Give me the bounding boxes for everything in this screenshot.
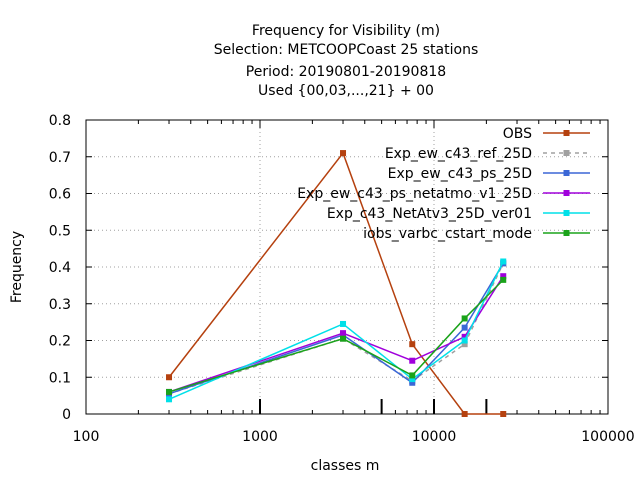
legend-label: Exp_ew_c43_ref_25D: [385, 146, 532, 162]
legend-label: Exp_ew_c43_ps_25D: [388, 166, 532, 182]
data-point: [340, 335, 347, 342]
y-tick-label: 0.1: [49, 370, 71, 386]
axis-ticks: 0 0.1 0.2 0.3 0.4 0.5 0.6 0.7 0.8 100 1000 10000 100…: [49, 113, 635, 445]
data-point: [166, 374, 173, 381]
series-4: [166, 258, 507, 403]
y-tick-label: 0.5: [49, 223, 71, 239]
title-line-4: Used {00,03,...,21} + 00: [258, 83, 434, 99]
legend-marker: [563, 210, 570, 216]
legend-entry-4: Exp_c43_NetAtv3_25D_ver01: [327, 206, 590, 222]
data-point: [409, 372, 416, 379]
legend-marker: [563, 190, 570, 196]
legend-label: iobs_varbc_cstart_mode: [363, 226, 532, 242]
legend-entry-0: OBS: [503, 126, 590, 142]
legend-label: Exp_ew_c43_ps_netatmo_v1_25D: [297, 186, 532, 202]
x-axis-label: classes m: [311, 458, 380, 474]
data-point: [500, 273, 507, 280]
x-tick-label: 1000: [242, 429, 278, 445]
data-point: [461, 411, 468, 417]
x-tick-label: 100: [73, 429, 100, 445]
data-point: [166, 396, 173, 403]
data-point: [409, 379, 416, 386]
data-point: [500, 258, 507, 265]
x-tick-label: 100000: [581, 429, 634, 445]
data-point: [461, 315, 468, 322]
series-line: [168, 275, 504, 393]
data-point: [166, 388, 173, 395]
y-tick-label: 0: [62, 407, 71, 423]
legend: OBS Exp_ew_c43_ref_25D Exp_ew_c43_ps_25D Ex…: [297, 126, 590, 242]
data-point: [461, 341, 468, 348]
data-point: [340, 150, 347, 157]
x-tick-label: 10000: [412, 429, 457, 445]
series-0: [166, 150, 507, 417]
class-markers: [259, 399, 488, 414]
legend-label: Exp_c43_NetAtv3_25D_ver01: [327, 206, 532, 222]
data-point: [461, 324, 468, 331]
y-tick-label: 0.8: [49, 113, 71, 129]
data-point: [500, 276, 507, 283]
y-tick-label: 0.4: [49, 260, 71, 276]
title-line-1: Frequency for Visibility (m): [252, 23, 440, 39]
series-5: [166, 276, 507, 395]
legend-entry-1: Exp_ew_c43_ref_25D: [385, 146, 590, 162]
y-tick-label: 0.7: [49, 150, 71, 166]
y-tick-label: 0.2: [49, 334, 71, 350]
series-layer: [166, 150, 507, 417]
data-point: [409, 376, 416, 383]
data-point: [409, 341, 416, 348]
data-point: [340, 320, 347, 327]
data-point: [500, 411, 507, 417]
legend-marker: [563, 170, 570, 176]
legend-label: OBS: [503, 126, 532, 142]
legend-entry-3: Exp_ew_c43_ps_netatmo_v1_25D: [297, 186, 590, 202]
data-point: [461, 337, 468, 344]
title-line-3: Period: 20190801-20190818: [246, 64, 446, 80]
legend-marker: [563, 130, 570, 136]
data-point: [461, 333, 468, 340]
legend-entry-5: iobs_varbc_cstart_mode: [363, 226, 590, 242]
legend-marker: [563, 150, 570, 156]
legend-entry-2: Exp_ew_c43_ps_25D: [388, 166, 590, 182]
y-tick-label: 0.6: [49, 187, 71, 203]
title-line-2: Selection: METCOOPCoast 25 stations: [214, 42, 479, 58]
data-point: [340, 330, 347, 337]
data-point: [409, 357, 416, 364]
y-axis-label: Frequency: [9, 231, 25, 303]
y-tick-label: 0.3: [49, 297, 71, 313]
chart-title: Frequency for Visibility (m) Selection: …: [214, 23, 479, 99]
legend-marker: [563, 230, 570, 236]
